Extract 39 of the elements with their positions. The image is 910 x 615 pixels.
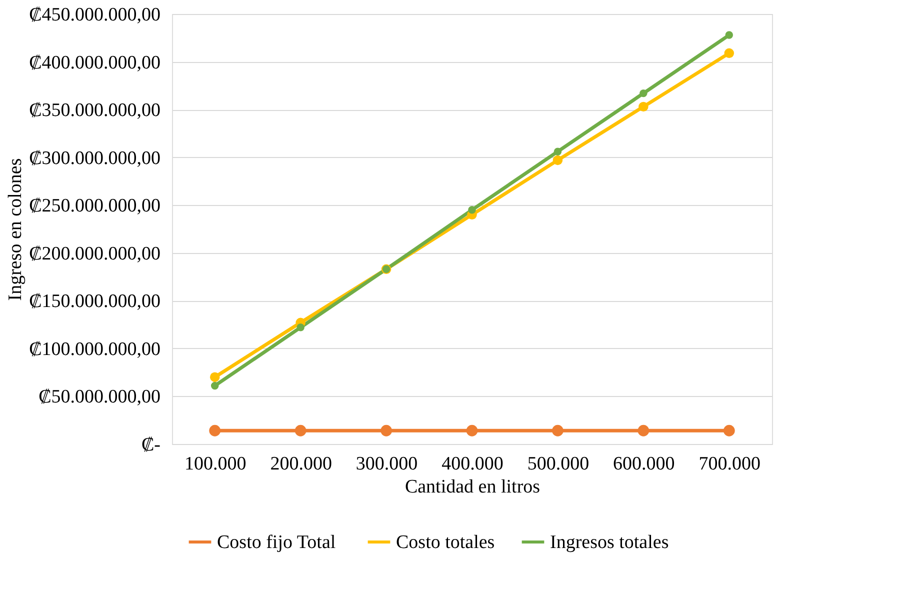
point bbox=[554, 148, 562, 156]
y-tick-label: ₡400.000.000,00 bbox=[29, 52, 160, 74]
point bbox=[210, 382, 219, 390]
point bbox=[725, 31, 734, 39]
point bbox=[209, 424, 221, 436]
point bbox=[380, 424, 392, 436]
x-tick-label: 400.000 bbox=[442, 454, 504, 474]
point bbox=[638, 102, 648, 112]
y-tick-label: ₡- bbox=[142, 434, 160, 456]
y-tick-label: ₡150.000.000,00 bbox=[29, 291, 160, 312]
y-tick-label: ₡200.000.000,00 bbox=[29, 243, 160, 264]
x-axis-title: Cantidad en litros bbox=[404, 476, 540, 498]
legend-label: Ingresos totales bbox=[550, 532, 669, 553]
point bbox=[294, 424, 306, 436]
y-tick-label: ₡50.000.000,00 bbox=[38, 386, 160, 408]
legend-label: Costo totales bbox=[396, 532, 495, 553]
y-axis-title: Ingreso en colones bbox=[5, 158, 26, 301]
y-tick-label: ₡300.000.000,00 bbox=[29, 148, 160, 169]
legend-label: Costo fijo Total bbox=[217, 532, 336, 553]
point bbox=[638, 424, 650, 436]
x-tick-label: 300.000 bbox=[356, 454, 418, 474]
point bbox=[466, 424, 478, 436]
point bbox=[296, 324, 304, 332]
x-tick-label: 200.000 bbox=[270, 454, 332, 474]
y-tick-label: ₡450.000.000,00 bbox=[29, 4, 160, 26]
point bbox=[552, 424, 564, 436]
point bbox=[723, 424, 735, 436]
point bbox=[468, 206, 476, 214]
point bbox=[640, 89, 648, 98]
x-tick-label: 600.000 bbox=[613, 454, 675, 474]
point bbox=[210, 372, 220, 382]
x-tick-label: 500.000 bbox=[527, 454, 590, 474]
x-tick-label: 700.000 bbox=[698, 454, 761, 474]
y-tick-label: ₡350.000.000,00 bbox=[29, 100, 160, 122]
point bbox=[724, 48, 734, 58]
point bbox=[552, 155, 563, 166]
x-tick-label: 100.000 bbox=[184, 454, 246, 474]
y-tick-label: ₡250.000.000,00 bbox=[29, 196, 160, 217]
y-tick-label: ₡100.000.000,00 bbox=[29, 338, 160, 360]
